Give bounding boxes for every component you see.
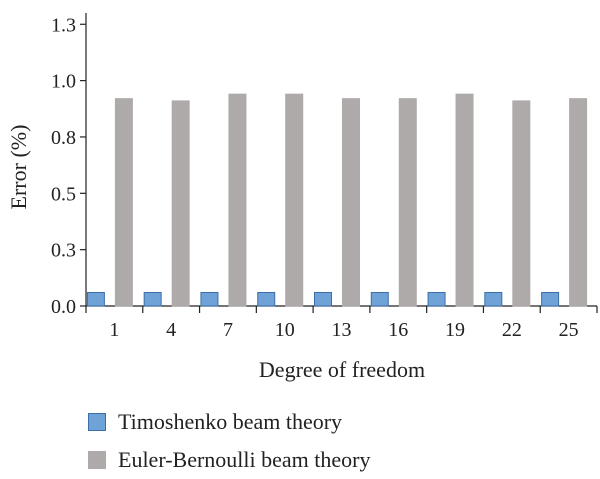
bar-timoshenko <box>200 291 219 307</box>
bar-euler-bernoulli <box>114 98 133 307</box>
bar-timoshenko <box>427 291 446 307</box>
x-tick-label: 4 <box>166 319 176 341</box>
y-tick-label: 1.3 <box>51 14 76 36</box>
y-tick-label: 0.3 <box>51 240 76 262</box>
y-axis-title: Error (%) <box>6 125 31 210</box>
bar-euler-bernoulli <box>455 93 474 307</box>
bar-euler-bernoulli <box>512 100 531 307</box>
bar-timoshenko <box>86 291 105 307</box>
x-tick-label: 10 <box>275 319 295 341</box>
x-tick-label: 1 <box>109 319 119 341</box>
bar-euler-bernoulli <box>398 98 417 307</box>
legend-label-euler-bernoulli: Euler-Bernoulli beam theory <box>118 447 371 472</box>
legend-label-timoshenko: Timoshenko beam theory <box>118 409 343 434</box>
bar-euler-bernoulli <box>228 93 247 307</box>
bar-euler-bernoulli <box>171 100 190 307</box>
bar-timoshenko <box>484 291 503 307</box>
bar-timoshenko <box>370 291 389 307</box>
x-tick-label: 25 <box>559 319 579 341</box>
y-tick-label: 0.5 <box>51 183 76 205</box>
bar-euler-bernoulli <box>285 93 304 307</box>
y-tick-label: 1.0 <box>51 71 76 93</box>
bar-timoshenko <box>143 291 162 307</box>
legend-item-timoshenko: Timoshenko beam theory <box>88 403 370 441</box>
bar-timoshenko <box>541 291 560 307</box>
bar-euler-bernoulli <box>342 98 360 307</box>
y-tick-label: 0.0 <box>51 296 76 318</box>
y-tick-label: 0.8 <box>51 127 76 149</box>
x-tick-label: 16 <box>388 319 408 341</box>
x-axis-title: Degree of freedom <box>259 357 425 382</box>
legend-swatch-timoshenko <box>88 413 106 431</box>
x-tick-label: 22 <box>502 319 522 341</box>
bar-timoshenko <box>257 291 276 307</box>
legend: Timoshenko beam theory Euler-Bernoulli b… <box>88 403 370 479</box>
bar-euler-bernoulli <box>569 98 588 307</box>
x-tick-label: 19 <box>445 319 465 341</box>
x-tick-label: 13 <box>332 319 352 341</box>
x-tick-label: 7 <box>223 319 233 341</box>
legend-swatch-euler-bernoulli <box>88 451 106 469</box>
legend-item-euler-bernoulli: Euler-Bernoulli beam theory <box>88 441 370 479</box>
bar-timoshenko <box>314 291 332 307</box>
